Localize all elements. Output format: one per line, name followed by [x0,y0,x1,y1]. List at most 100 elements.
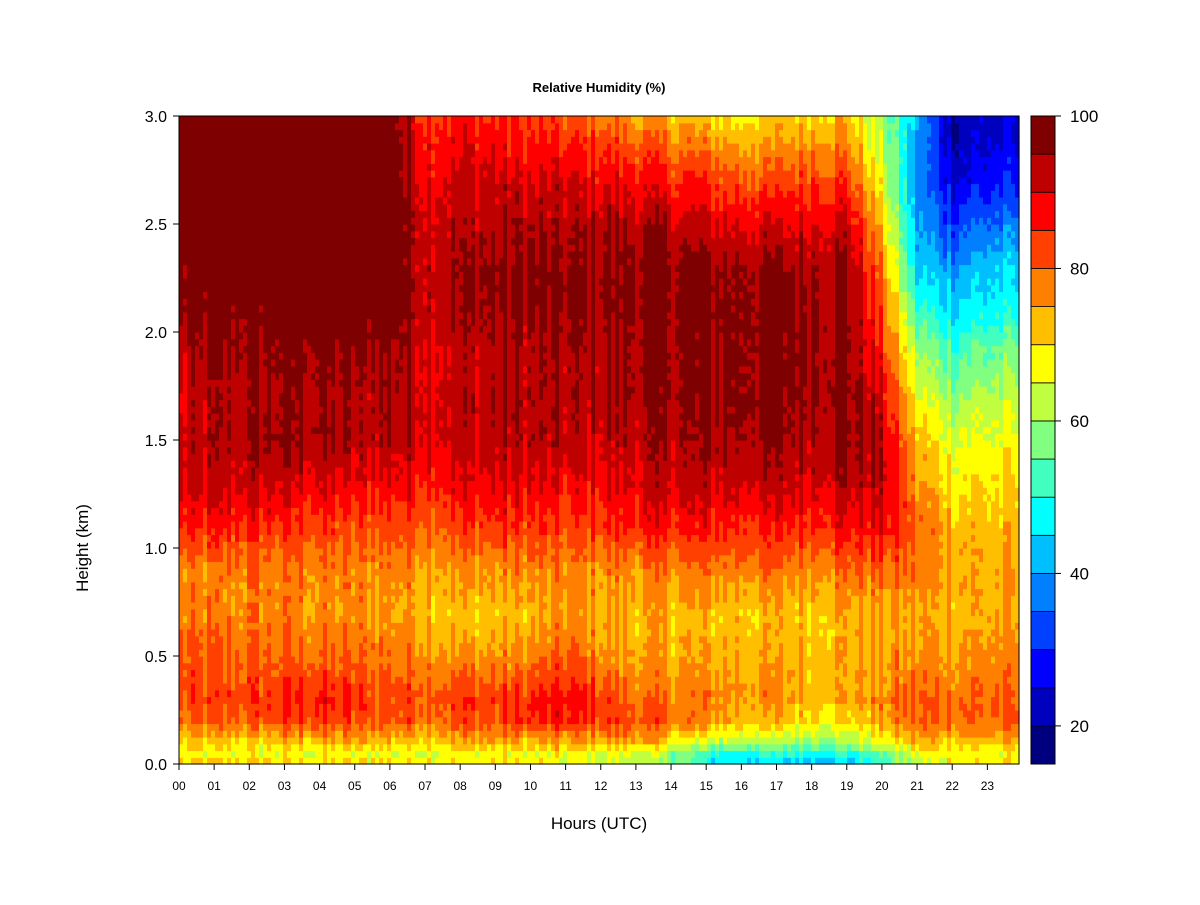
heat-cell [227,588,232,596]
heat-cell [363,446,368,455]
heat-cell [383,446,388,455]
heat-cell [179,473,184,482]
heat-cell [355,399,360,407]
heat-cell [259,224,264,232]
heat-cell [339,433,344,441]
heat-cell [307,487,312,495]
heat-cell [363,190,368,198]
heat-cell [239,649,244,657]
heat-cell [223,656,228,664]
heat-cell [319,527,324,536]
heat-cell [319,710,324,718]
heat-cell [251,487,256,495]
heat-cell [275,561,280,569]
heat-cell [307,278,312,286]
heat-cell [315,750,320,758]
heat-cell [243,156,248,164]
heat-cell [207,278,212,286]
heat-cell [183,386,188,394]
heat-cell [343,480,348,488]
heat-cell [371,703,376,711]
heat-cell [199,257,204,266]
heat-cell [371,433,376,441]
heat-cell [231,635,236,644]
heat-cell [203,568,208,576]
heat-cell [315,419,320,428]
heat-cell [363,325,368,333]
heat-cell [311,615,316,623]
heat-cell [287,487,292,495]
heat-cell [183,480,188,488]
heat-cell [183,608,188,617]
heat-cell [199,372,204,380]
heat-cell [203,278,208,286]
heat-cell [323,271,328,279]
heat-cell [231,568,236,576]
heat-cell [271,176,276,185]
heat-cell [327,365,332,374]
heat-cell [259,278,264,286]
heat-cell [255,392,260,401]
heat-cell [231,669,236,677]
heat-cell [251,696,256,704]
heat-cell [335,500,340,509]
heat-cell [379,642,384,650]
heat-cell [331,541,336,549]
heat-cell [343,433,348,441]
heat-cell [303,534,308,542]
heat-cell [347,595,352,603]
heat-cell [371,406,376,414]
heat-cell [267,433,272,441]
heat-cell [351,730,356,738]
heat-cell [279,318,284,326]
heat-cell [335,602,340,610]
heat-cell [275,473,280,482]
heat-cell [335,622,340,630]
heat-cell [247,305,252,313]
heat-cell [199,561,204,569]
heat-cell [239,541,244,549]
heat-cell [279,608,284,617]
heat-cell [331,129,336,137]
heat-cell [371,608,376,617]
heat-cell [359,426,364,434]
heat-cell [375,325,380,333]
heat-cell [339,257,344,266]
heat-cell [299,251,304,259]
heat-cell [207,203,212,212]
heat-cell [299,608,304,617]
heat-cell [327,595,332,603]
heat-cell [235,237,240,245]
heat-cell [335,656,340,664]
heat-cell [359,149,364,158]
heat-cell [211,163,216,171]
heat-cell [347,635,352,644]
heat-cell [347,170,352,178]
heat-cell [243,406,248,414]
heat-cell [283,433,288,441]
heat-cell [215,689,220,698]
heat-cell [303,156,308,164]
heat-cell [335,548,340,556]
heat-cell [271,251,276,259]
heat-cell [247,413,252,421]
heat-cell [271,467,276,475]
heat-cell [347,129,352,137]
heat-cell [211,224,216,232]
heat-cell [299,487,304,495]
heat-cell [295,352,300,360]
heat-cell [291,696,296,704]
heat-cell [215,615,220,623]
heat-cell [207,487,212,495]
heat-cell [319,257,324,266]
heat-cell [283,163,288,171]
heat-cell [191,419,196,428]
heat-cell [327,541,332,549]
heat-cell [299,541,304,549]
heat-cell [331,176,336,185]
heat-cell [211,683,216,691]
heat-cell [355,318,360,326]
heat-cell [183,183,188,191]
heat-cell [359,284,364,293]
heat-cell [191,163,196,171]
